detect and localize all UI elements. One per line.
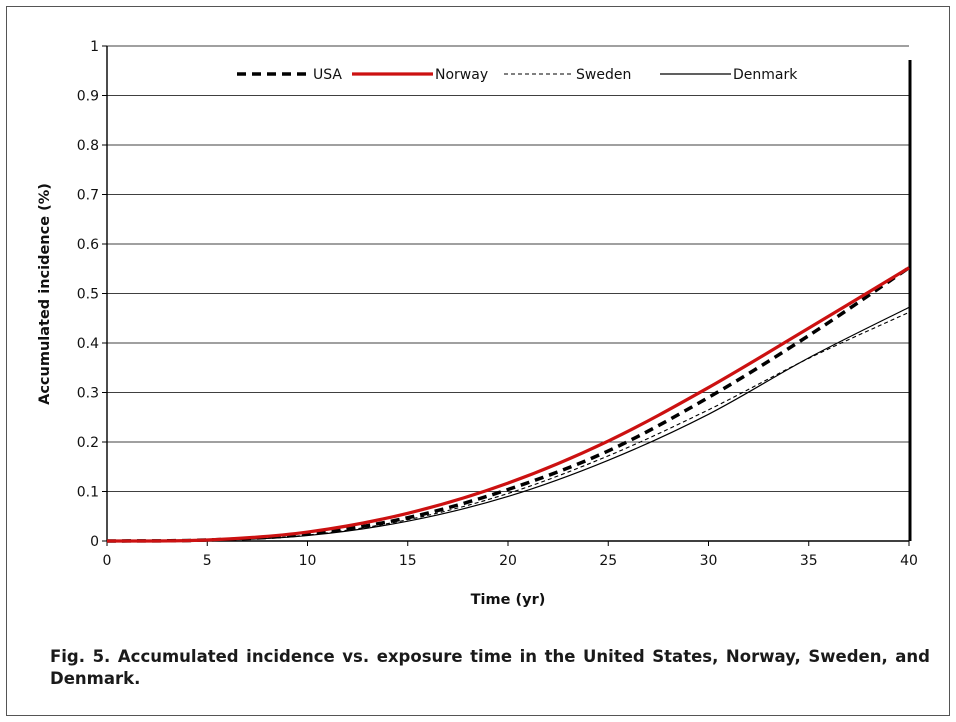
series-line-denmark <box>106 306 910 542</box>
axes <box>102 45 912 546</box>
y-tick-label: 0.8 <box>77 138 99 154</box>
x-tick-label: 40 <box>900 553 918 569</box>
series-line-norway <box>106 266 910 543</box>
y-axis-label: Accumulated incidence (%) <box>37 183 53 405</box>
x-axis-label: Time (yr) <box>471 592 546 608</box>
figure-frame <box>6 6 950 716</box>
legend-label-denmark: Denmark <box>733 67 798 83</box>
series-line-sweden <box>106 311 910 542</box>
x-tick-label: 25 <box>599 553 617 569</box>
x-tick-label: 35 <box>800 553 818 569</box>
x-tick-label: 15 <box>399 553 417 569</box>
y-tick-label: 1 <box>90 39 99 55</box>
gridlines <box>107 45 909 492</box>
tick-labels: 00.10.20.30.40.50.60.70.80.910 5 10 15 20 25 3… <box>77 39 918 569</box>
y-tick-label: 0.7 <box>77 188 99 204</box>
x-tick-label: 20 <box>499 553 517 569</box>
x-tick-label: 0 <box>103 553 112 569</box>
y-tick-label: 0.5 <box>77 287 99 303</box>
x-tick-label: 30 <box>700 553 718 569</box>
y-tick-label: 0.3 <box>77 386 99 402</box>
y-tick-label: 0.6 <box>77 237 99 253</box>
y-tick-label: 0.4 <box>77 336 99 352</box>
legend-label-sweden: Sweden <box>576 67 631 83</box>
series-lines <box>106 266 910 543</box>
legend: USA Norway Sweden Denmark <box>237 67 798 83</box>
x-tick-label: 10 <box>299 553 317 569</box>
x-tick-label: 5 <box>203 553 212 569</box>
y-tick-label: 0.9 <box>77 89 99 105</box>
y-tick-label: 0 <box>90 534 99 550</box>
legend-label-norway: Norway <box>435 67 488 83</box>
legend-label-usa: USA <box>313 67 342 83</box>
series-line-usa <box>106 266 910 543</box>
y-tick-label: 0.2 <box>77 435 99 451</box>
figure-caption: Fig. 5. Accumulated incidence vs. exposu… <box>50 647 930 688</box>
y-tick-label: 0.1 <box>77 485 99 501</box>
